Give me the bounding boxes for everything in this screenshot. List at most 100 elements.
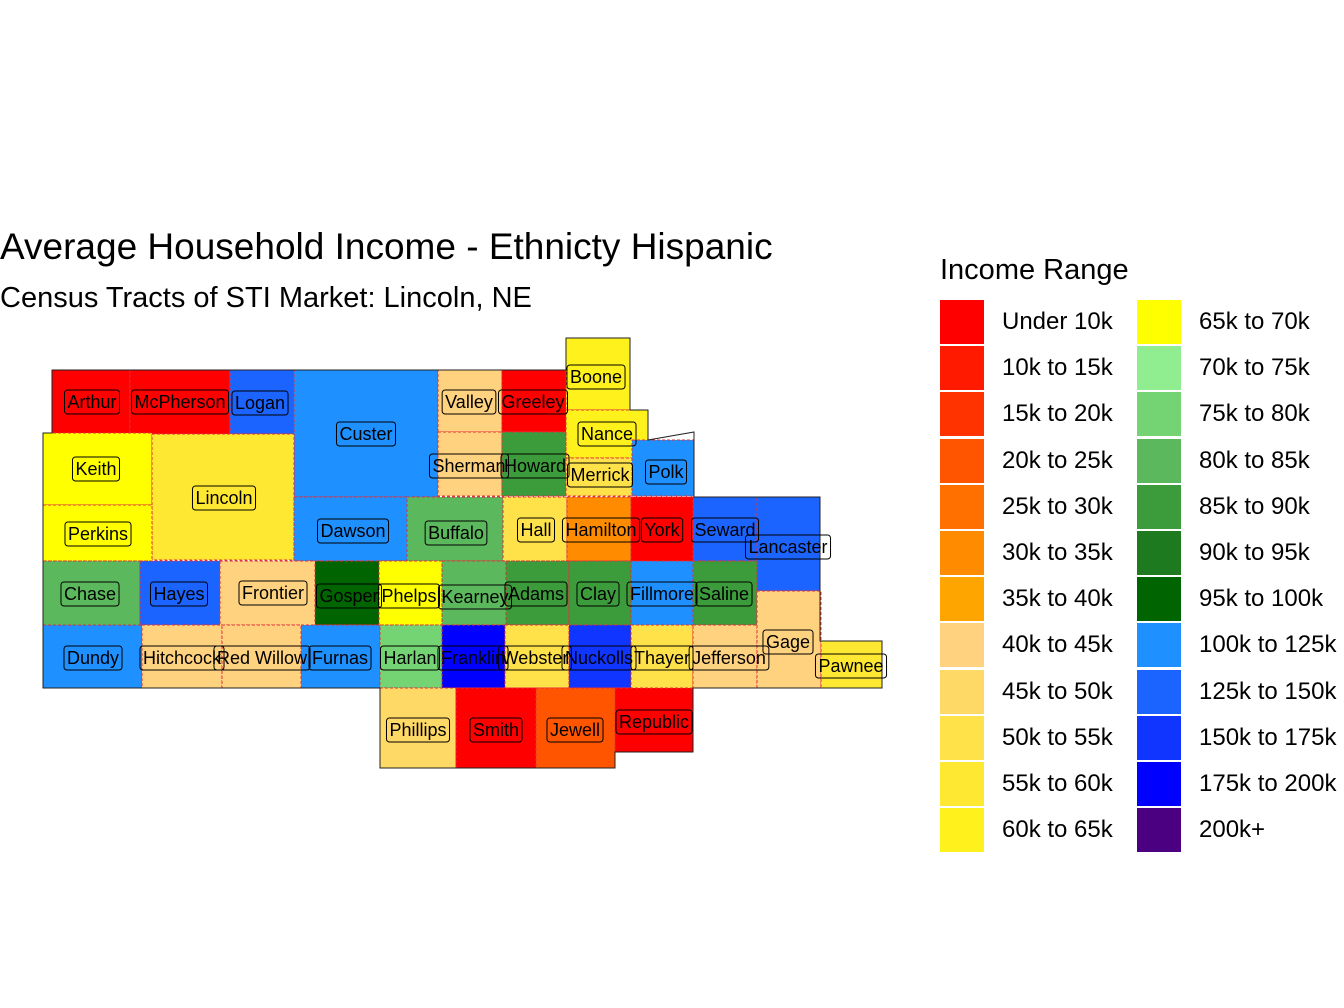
county-label-box — [441, 389, 497, 415]
county-label: Smith — [473, 720, 519, 740]
county-fillmore — [630, 560, 694, 626]
county-label: Dawson — [320, 521, 385, 541]
county-label: Franklin — [441, 648, 505, 668]
county-pawnee — [820, 640, 883, 689]
county-label-box — [63, 389, 121, 415]
legend-swatch — [1137, 669, 1181, 714]
legend-item: 95k to 100k — [1137, 577, 1323, 622]
legend-swatch — [940, 346, 984, 391]
legend-item: 90k to 95k — [1137, 531, 1310, 575]
legend-item: 80k to 85k — [1137, 438, 1310, 483]
county-label-box — [497, 389, 569, 415]
county-label-box — [428, 453, 510, 479]
legend-item: 70k to 75k — [1137, 346, 1310, 391]
legend-label: 175k to 200k — [1199, 770, 1337, 797]
county-label-box — [469, 717, 523, 743]
legend-swatch — [940, 762, 984, 806]
legend-swatch — [1137, 438, 1181, 483]
county-label-box — [335, 421, 397, 447]
county-label: Lincoln — [195, 488, 252, 508]
county-label-box — [576, 581, 620, 607]
county-label: Polk — [648, 462, 684, 482]
legend-item: Under 10k — [940, 300, 1113, 344]
county-hall — [502, 496, 568, 562]
county-label: Pawnee — [818, 656, 883, 676]
county-label-box — [561, 645, 637, 671]
county-label: Hayes — [153, 584, 204, 604]
county-label-box — [149, 581, 209, 607]
county-label: Custer — [339, 424, 392, 444]
legend-item: 25k to 30k — [940, 484, 1113, 529]
legend-item: 30k to 35k — [940, 531, 1113, 575]
county-label: Republic — [619, 712, 689, 732]
county-label-box — [630, 645, 694, 671]
county-phelps — [378, 560, 443, 626]
county-label-box — [379, 645, 441, 671]
legend-label: 40k to 45k — [1002, 631, 1113, 659]
legend-item: 175k to 200k — [1137, 762, 1336, 806]
county-label-box — [64, 521, 132, 547]
legend-item: 15k to 20k — [940, 392, 1113, 437]
legend-item: 40k to 45k — [940, 623, 1113, 668]
county-label-box — [814, 653, 888, 679]
county-thayer — [630, 624, 694, 689]
legend-item: 100k to 125k — [1137, 623, 1336, 668]
legend-item: 50k to 55k — [940, 715, 1113, 760]
county-label-box — [71, 456, 121, 482]
county-label-box — [561, 517, 641, 543]
legend-label: 10k to 15k — [1002, 354, 1113, 382]
county-label: Sherman — [432, 456, 505, 476]
county-label: Red Willow — [217, 648, 308, 668]
county-label: Furnas — [312, 648, 368, 668]
legend-item: 35k to 40k — [940, 577, 1113, 622]
legend-label: 15k to 20k — [1002, 400, 1113, 428]
county-polk — [631, 439, 695, 497]
legend-label: 65k to 70k — [1199, 308, 1310, 335]
county-frontier — [219, 560, 331, 626]
county-label: Seward — [694, 520, 755, 540]
legend-swatch — [1137, 392, 1181, 437]
county-label: Boone — [570, 367, 622, 387]
county-label: Phillips — [389, 720, 446, 740]
county-label-box — [424, 520, 488, 546]
legend-label: 70k to 75k — [1199, 354, 1310, 382]
county-label: Gage — [766, 632, 810, 652]
county-label: Jewell — [550, 720, 600, 740]
legend-label: 125k to 150k — [1199, 677, 1337, 705]
county-label-box — [437, 645, 509, 671]
county-label-box — [500, 453, 570, 479]
county-label-box — [315, 583, 383, 609]
county-merrick — [565, 457, 633, 497]
county-seward — [692, 496, 758, 562]
county-nuckolls — [568, 624, 632, 689]
legend-swatch — [940, 577, 984, 622]
county-label-box — [695, 581, 753, 607]
county-label-box — [238, 580, 308, 606]
legend-swatch — [940, 808, 984, 853]
legend-swatch — [940, 531, 984, 575]
legend-item: 75k to 80k — [1137, 392, 1310, 437]
county-label: Merrick — [571, 465, 631, 485]
county-label-box — [139, 645, 225, 671]
county-adams — [505, 560, 570, 626]
county-label: Thayer — [634, 648, 690, 668]
map-subtitle: Census Tracts of STI Market: Lincoln, NE — [0, 282, 532, 314]
county-label: Clay — [580, 584, 616, 604]
legend-item: 60k to 65k — [940, 808, 1113, 853]
county-label-box — [316, 518, 390, 544]
county-label: Greeley — [501, 392, 564, 412]
county-label: Phelps — [381, 586, 436, 606]
legend-swatch — [1137, 577, 1181, 622]
county-label: Nance — [581, 424, 633, 444]
county-kearney — [441, 560, 507, 626]
county-label: Howard — [504, 456, 566, 476]
legend-label: 150k to 175k — [1199, 723, 1337, 751]
county-label-box — [615, 709, 693, 735]
county-label: Keith — [75, 459, 116, 479]
legend-label: 90k to 95k — [1199, 539, 1310, 566]
legend-label: 85k to 90k — [1199, 492, 1310, 520]
legend-swatch — [1137, 623, 1181, 668]
county-webster — [504, 624, 570, 689]
county-label-box — [377, 583, 441, 609]
